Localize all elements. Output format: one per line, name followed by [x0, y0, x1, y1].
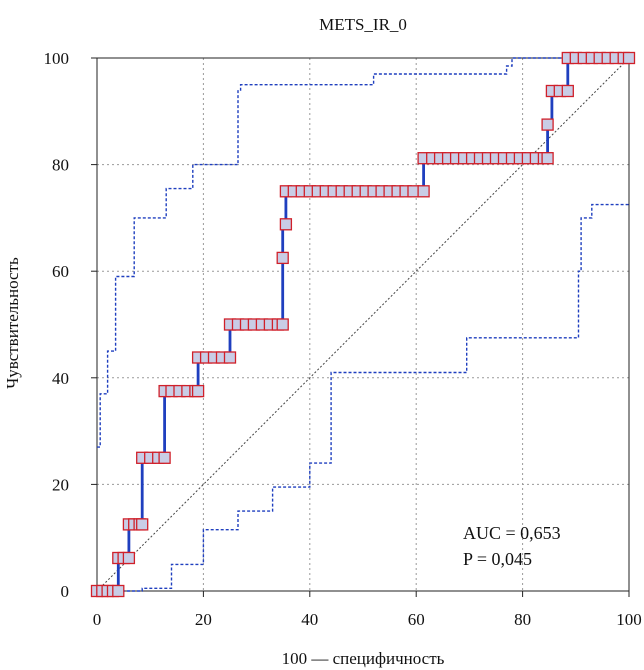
- y-tick-label: 100: [44, 49, 70, 68]
- x-tick-label: 0: [93, 610, 102, 629]
- roc-point-marker: [158, 451, 171, 464]
- roc-point-marker: [276, 318, 289, 331]
- roc-point-marker: [122, 551, 136, 565]
- ci-upper-line: [97, 57, 629, 448]
- y-axis-label: Чувствительность: [3, 257, 22, 389]
- plot-frame: [96, 57, 630, 592]
- roc-point-marker: [407, 185, 420, 198]
- x-tick-label: 20: [195, 610, 212, 629]
- x-tick-label: 80: [514, 610, 531, 629]
- y-tick-labels: 0 20 40 60 80 100: [44, 49, 70, 601]
- roc-markers: [90, 51, 636, 598]
- y-tick-label: 20: [52, 475, 69, 494]
- y-tick-label: 80: [52, 156, 69, 175]
- x-tick-labels: 0 20 40 60 80 100: [93, 610, 642, 629]
- x-tick-label: 100: [616, 610, 642, 629]
- roc-point-marker: [622, 51, 636, 65]
- ci-lower-line: [97, 203, 629, 592]
- y-tick-label: 0: [61, 582, 70, 601]
- p-value-annotation: P = 0,045: [463, 549, 532, 569]
- x-axis-label: 100 — специфичность: [282, 649, 445, 668]
- roc-point-marker: [561, 84, 574, 98]
- reference-diagonal: [96, 57, 630, 592]
- roc-point-marker: [417, 185, 430, 198]
- x-tick-label: 60: [408, 610, 425, 629]
- roc-point-marker: [279, 218, 293, 231]
- roc-point-marker: [112, 584, 125, 598]
- y-tick-label: 40: [52, 369, 69, 388]
- roc-point-marker: [276, 251, 289, 265]
- chart-title: METS_IR_0: [319, 15, 407, 34]
- roc-point-marker: [191, 384, 205, 398]
- roc-point-marker: [223, 351, 237, 364]
- roc-point-marker: [541, 152, 554, 165]
- roc-point-marker: [136, 518, 149, 531]
- confidence-interval-lines: [97, 57, 629, 592]
- x-tick-label: 40: [301, 610, 318, 629]
- auc-annotation: AUC = 0,653: [463, 523, 561, 543]
- roc-point-marker: [541, 118, 554, 131]
- y-tick-label: 60: [52, 262, 69, 281]
